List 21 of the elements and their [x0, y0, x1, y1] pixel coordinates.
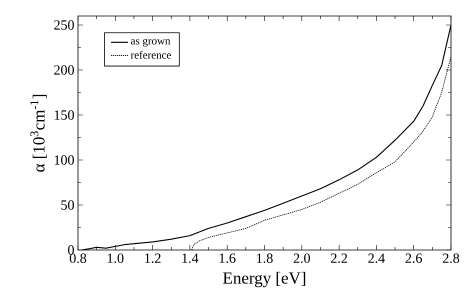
- x-tick-label: 2.8: [442, 254, 460, 263]
- x-tick-label: 2.2: [330, 254, 348, 263]
- x-axis-title: Energy [eV]: [223, 272, 306, 288]
- x-tick-label: 1.6: [220, 254, 236, 263]
- y-tick-label: 50: [61, 200, 74, 210]
- legend-label: reference: [130, 50, 171, 59]
- x-tick-label: 2.6: [406, 254, 422, 263]
- y-tick-label: 250: [54, 20, 74, 30]
- x-tick-label: 2.4: [368, 254, 385, 263]
- x-tick-label: 2.0: [294, 254, 310, 263]
- y-tick-label: 200: [54, 65, 74, 75]
- x-tick-label: 1.8: [257, 254, 273, 263]
- y-tick-label: 0: [68, 245, 74, 255]
- y-axis-title: α [10$^{3}$cm$^{-1}$]: [30, 94, 47, 172]
- x-tick-label: 1.4: [182, 254, 198, 263]
- y-tick-label: 150: [54, 110, 74, 120]
- x-tick-label: 1.2: [145, 254, 161, 263]
- y-tick-label: 100: [54, 155, 74, 165]
- x-tick-label: 1.0: [108, 254, 124, 263]
- x-tick-label: 0.8: [70, 254, 86, 263]
- legend-label: as grown: [130, 38, 170, 47]
